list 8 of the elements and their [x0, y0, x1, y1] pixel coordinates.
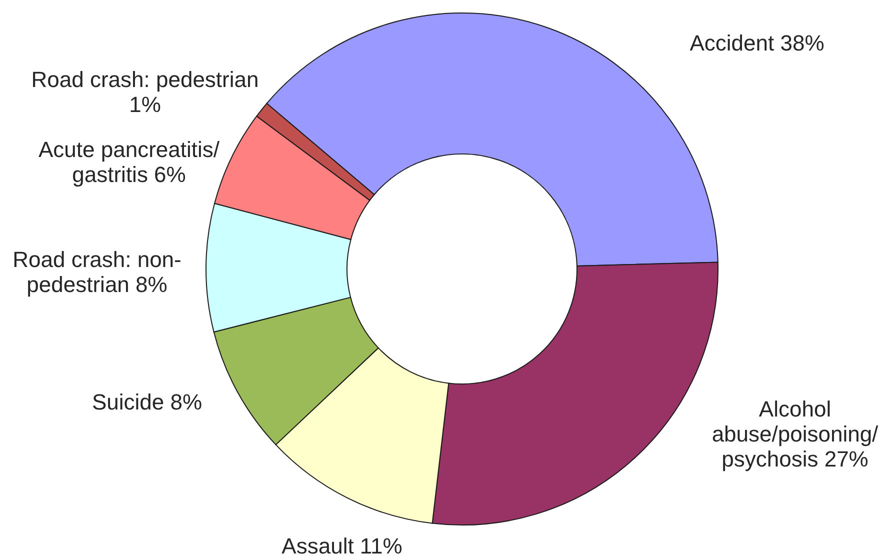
slice-label: Road crash: pedestrian	[31, 67, 259, 92]
data-label: 1%	[129, 92, 161, 117]
slice-label: Accident 38%	[690, 30, 824, 56]
slice-label: Suicide 8%	[92, 390, 202, 414]
slice-label: Acute pancreatitis/ gastritis 6%	[38, 137, 220, 187]
slice-label: Road crash: non-pedestrian 8%	[12, 247, 182, 297]
slice-label: Alcohol abuse/poisoning/ psychosis 27%	[712, 396, 879, 472]
slice-label: Assault 11%	[282, 534, 402, 558]
